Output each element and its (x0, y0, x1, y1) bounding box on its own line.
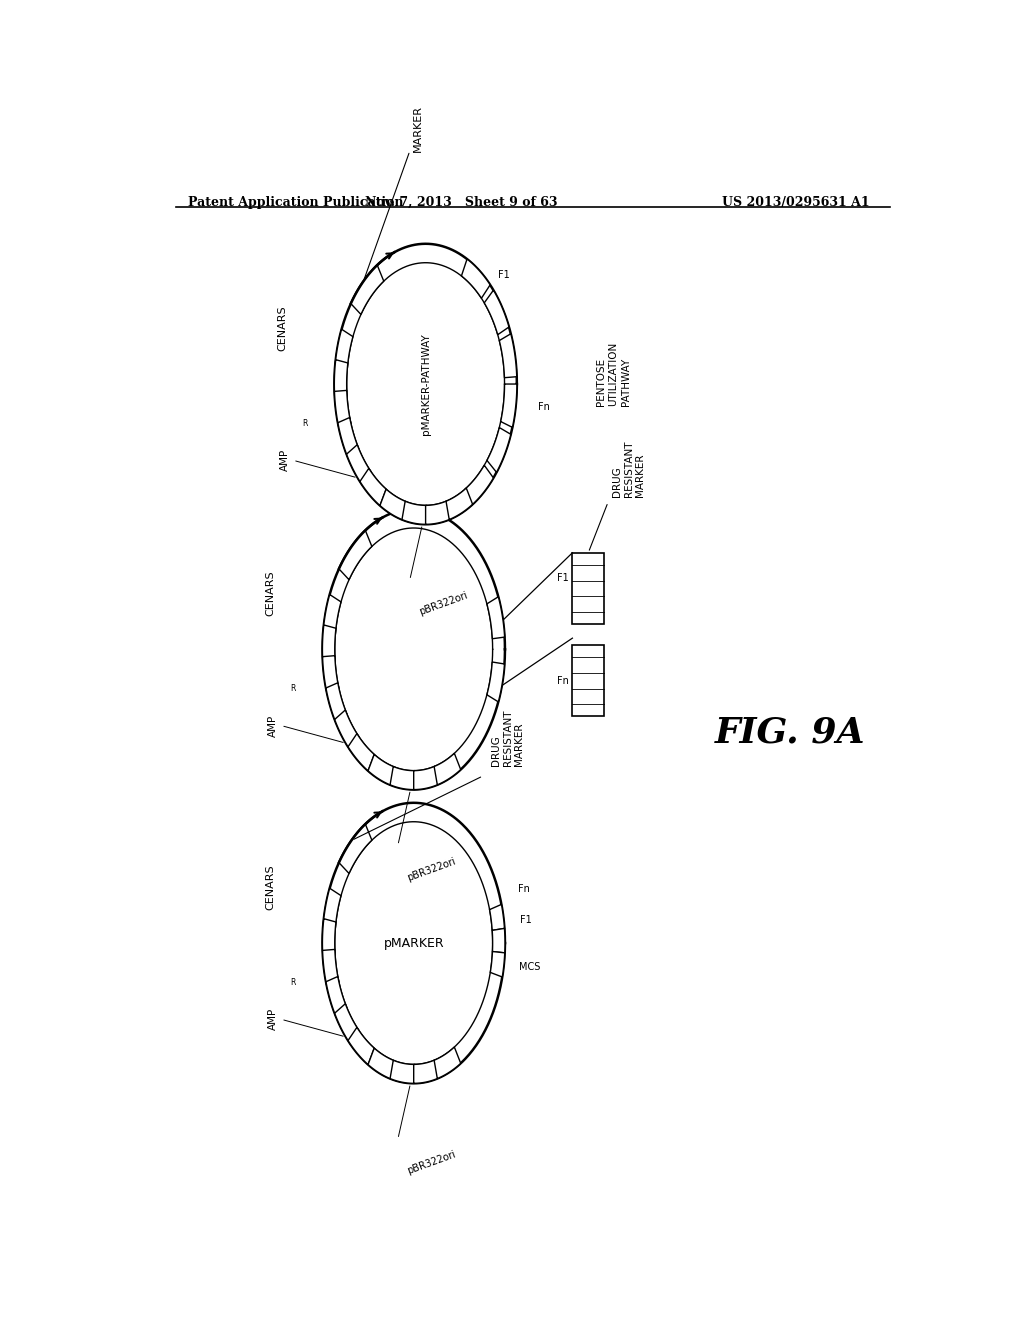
Polygon shape (486, 663, 505, 702)
Polygon shape (390, 767, 416, 789)
Text: pMARKER: pMARKER (383, 937, 444, 949)
Text: Nov. 7, 2013   Sheet 9 of 63: Nov. 7, 2013 Sheet 9 of 63 (366, 195, 557, 209)
Text: DRUG
RESISTANT
MARKER: DRUG RESISTANT MARKER (612, 441, 645, 496)
Polygon shape (339, 824, 372, 874)
Polygon shape (351, 265, 384, 314)
Text: Fn: Fn (557, 676, 568, 686)
Polygon shape (434, 1047, 461, 1078)
Text: F1: F1 (557, 573, 568, 583)
Text: R: R (291, 684, 296, 693)
Text: FIG. 9A: FIG. 9A (715, 715, 865, 750)
Polygon shape (487, 428, 511, 473)
Polygon shape (323, 949, 339, 989)
Polygon shape (338, 417, 358, 458)
Polygon shape (462, 259, 490, 298)
Text: R: R (291, 978, 296, 987)
Polygon shape (323, 656, 339, 696)
Text: Patent Application Publication: Patent Application Publication (187, 195, 403, 209)
Text: CENARS: CENARS (278, 305, 288, 351)
Polygon shape (326, 977, 347, 1018)
Text: DRUG
RESISTANT
MARKER: DRUG RESISTANT MARKER (492, 709, 524, 766)
Text: CENARS: CENARS (266, 865, 275, 909)
Polygon shape (414, 766, 439, 789)
Polygon shape (368, 1048, 394, 1080)
Text: CENARS: CENARS (266, 570, 275, 616)
Polygon shape (486, 597, 505, 639)
Polygon shape (501, 384, 517, 428)
Text: pBR322ori: pBR322ori (418, 590, 469, 618)
Polygon shape (390, 1060, 416, 1084)
Text: pBR322ori: pBR322ori (406, 855, 458, 883)
Polygon shape (414, 1060, 439, 1084)
Polygon shape (484, 290, 509, 335)
Polygon shape (465, 465, 494, 506)
Polygon shape (348, 734, 374, 771)
Polygon shape (572, 645, 604, 717)
Polygon shape (335, 329, 353, 370)
Text: F1: F1 (520, 915, 531, 925)
Text: AMP: AMP (268, 714, 279, 737)
Polygon shape (335, 710, 358, 750)
Text: pMARKER-PATHWAY: pMARKER-PATHWAY (421, 333, 431, 434)
Polygon shape (348, 1027, 374, 1064)
Polygon shape (489, 904, 505, 931)
Polygon shape (326, 682, 347, 723)
Polygon shape (324, 594, 341, 635)
Polygon shape (402, 502, 427, 524)
Polygon shape (335, 1003, 358, 1044)
Text: PENTOSE
UTILIZATION
PATHWAY: PENTOSE UTILIZATION PATHWAY (596, 342, 631, 407)
Polygon shape (335, 359, 348, 399)
Polygon shape (426, 500, 451, 524)
Polygon shape (500, 334, 517, 378)
Text: AMP: AMP (268, 1008, 279, 1031)
Polygon shape (323, 919, 336, 958)
Text: F1: F1 (498, 269, 510, 280)
Polygon shape (323, 624, 336, 664)
Text: Fn: Fn (539, 403, 550, 412)
Text: MCS: MCS (519, 962, 541, 972)
Text: MARKER: MARKER (365, 106, 423, 279)
Polygon shape (446, 488, 473, 520)
Polygon shape (339, 531, 372, 579)
Polygon shape (346, 445, 371, 484)
Polygon shape (493, 928, 505, 953)
Polygon shape (360, 469, 386, 506)
Text: R: R (303, 418, 308, 428)
Polygon shape (434, 754, 461, 785)
Polygon shape (380, 490, 407, 520)
Text: Fn: Fn (518, 884, 530, 894)
Text: pBR322ori: pBR322ori (406, 1150, 458, 1176)
Polygon shape (368, 755, 394, 785)
Polygon shape (324, 888, 341, 928)
Polygon shape (572, 553, 604, 624)
Text: US 2013/0295631 A1: US 2013/0295631 A1 (722, 195, 870, 209)
Text: AMP: AMP (281, 449, 290, 471)
Polygon shape (490, 952, 505, 977)
Polygon shape (335, 391, 351, 430)
